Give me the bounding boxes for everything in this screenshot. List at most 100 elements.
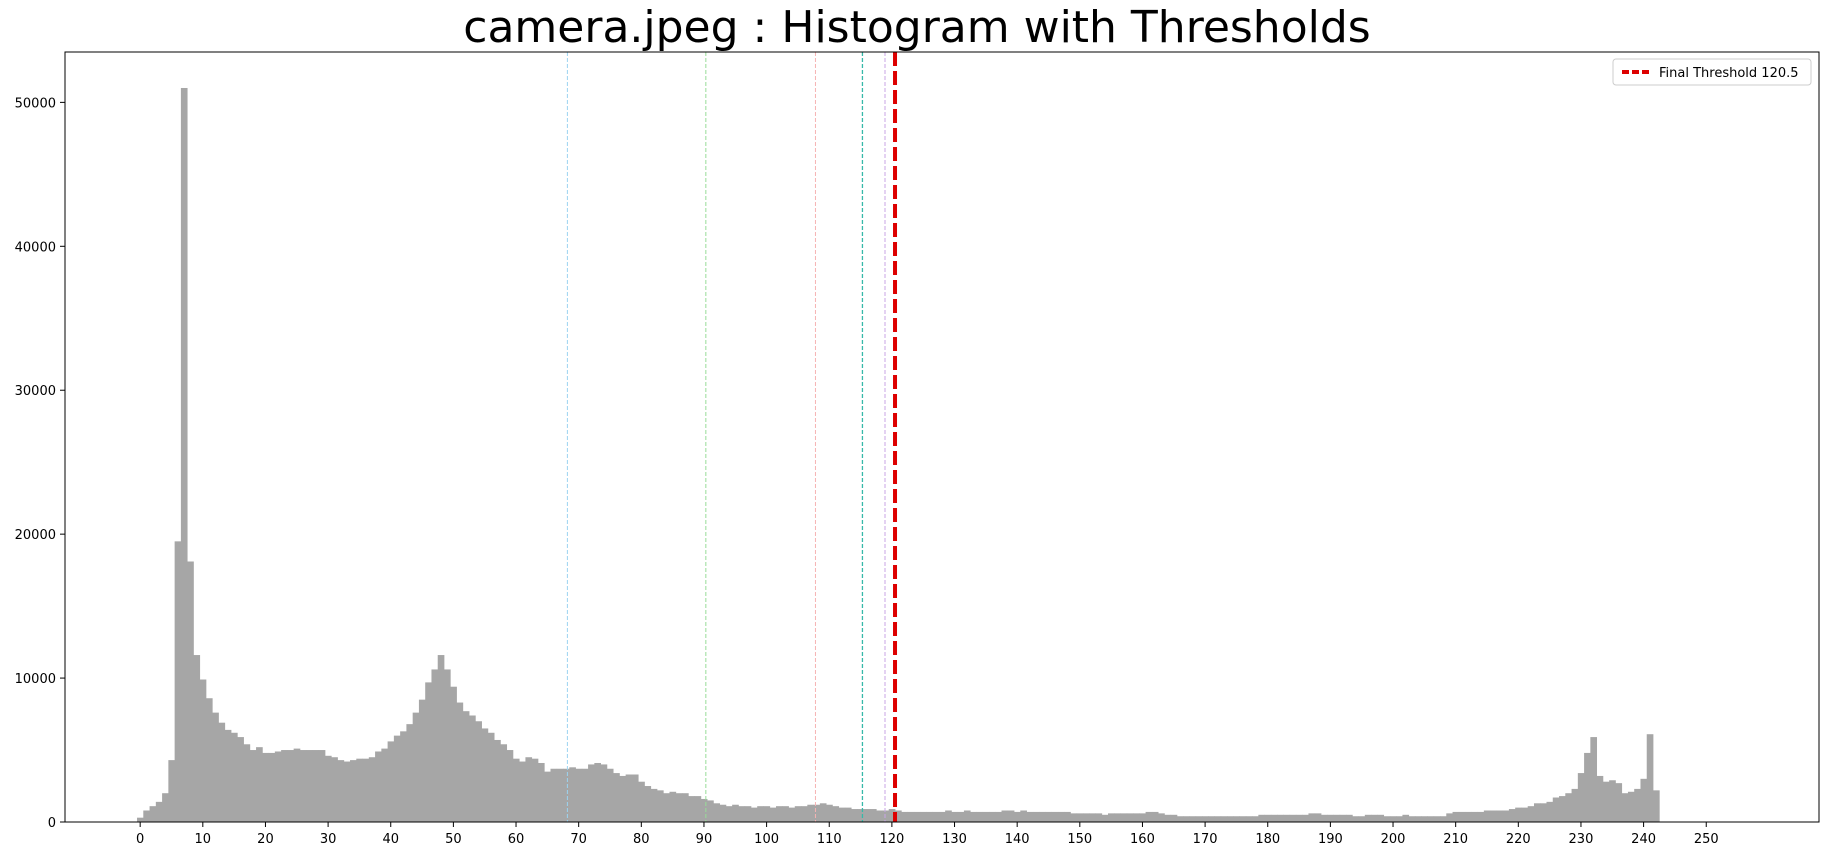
- histogram-bar: [1270, 814, 1278, 822]
- histogram-bar: [1546, 801, 1554, 822]
- histogram-bar: [1114, 813, 1121, 822]
- histogram-bar: [1126, 813, 1134, 822]
- histogram-bar: [281, 750, 288, 822]
- histogram-bar: [1559, 796, 1566, 822]
- histogram-bar: [1508, 809, 1516, 822]
- histogram-bar: [901, 811, 908, 822]
- histogram-bar: [644, 786, 652, 822]
- histogram-bar: [1402, 814, 1410, 822]
- histogram-bar: [231, 732, 238, 822]
- histogram-bar: [1339, 814, 1347, 822]
- histogram-bar: [1477, 811, 1485, 822]
- histogram-bar: [312, 750, 320, 822]
- histogram-bar: [425, 682, 432, 822]
- histogram-bar: [1653, 790, 1660, 822]
- histogram-bar: [475, 721, 482, 822]
- histogram-bar: [1408, 816, 1416, 822]
- x-tick-label: 150: [1067, 832, 1092, 847]
- histogram-bar: [1089, 813, 1096, 822]
- histogram-bar: [462, 711, 470, 822]
- histogram-bar: [1421, 816, 1428, 822]
- histogram-bar: [1584, 752, 1591, 822]
- histogram-bar: [600, 764, 608, 822]
- histogram-bar: [732, 804, 739, 822]
- histogram-bar: [1064, 811, 1071, 822]
- x-tick-label: 100: [754, 832, 779, 847]
- histogram-bar: [1057, 811, 1065, 822]
- histogram-bar: [581, 768, 589, 822]
- histogram-bars: [137, 87, 1660, 823]
- histogram-bar: [162, 793, 169, 822]
- histogram-bar: [174, 541, 182, 822]
- histogram-bar: [450, 686, 457, 822]
- histogram-bar: [1283, 814, 1291, 822]
- histogram-bar: [1252, 816, 1259, 822]
- histogram-bar: [1145, 811, 1153, 822]
- y-tick-label: 20000: [15, 528, 56, 543]
- histogram-bar: [588, 764, 595, 822]
- histogram-bar: [1195, 816, 1203, 822]
- histogram-bar: [512, 758, 520, 822]
- histogram-bar: [205, 698, 213, 822]
- histogram-bar: [1565, 793, 1572, 822]
- histogram-bar: [443, 669, 451, 822]
- x-tick-label: 40: [382, 832, 399, 847]
- histogram-bar: [826, 804, 833, 822]
- histogram-bar: [1082, 813, 1090, 822]
- histogram-bar: [1515, 807, 1522, 822]
- histogram-bar: [1108, 813, 1115, 822]
- histogram-bar: [957, 811, 965, 822]
- y-axis-ticks: 0 10000 20000 30000 40000 50000: [15, 96, 65, 831]
- histogram-bar: [1540, 803, 1547, 822]
- histogram-bar: [1358, 816, 1366, 822]
- histogram-bar: [1045, 811, 1053, 822]
- histogram-bar: [306, 750, 313, 822]
- histogram-bar: [381, 748, 389, 822]
- histogram-bar: [387, 741, 395, 822]
- histogram-bar: [237, 737, 244, 822]
- histogram-bar: [1483, 810, 1491, 822]
- histogram-bar: [932, 811, 940, 822]
- x-tick-label: 90: [696, 832, 713, 847]
- histogram-bar: [262, 752, 269, 822]
- histogram-bar: [1352, 816, 1359, 822]
- histogram-bar: [506, 750, 514, 822]
- x-tick-label: 190: [1318, 832, 1343, 847]
- x-tick-label: 180: [1255, 832, 1280, 847]
- plot-frame: [64, 51, 1820, 823]
- histogram-bar: [876, 810, 883, 822]
- histogram-bar: [1590, 737, 1598, 822]
- histogram-bar: [863, 809, 871, 822]
- histogram-bar: [418, 699, 426, 822]
- histogram-bar: [1465, 811, 1472, 822]
- histogram-bar: [719, 804, 727, 822]
- histogram-bar: [744, 806, 752, 822]
- histogram-bar: [926, 811, 933, 822]
- y-tick-label: 0: [48, 816, 56, 831]
- histogram-bar: [1170, 814, 1178, 822]
- histogram-bar: [487, 732, 495, 822]
- histogram-bar: [350, 760, 357, 822]
- histogram-bar: [757, 806, 764, 822]
- histogram-bar: [1220, 816, 1228, 822]
- histogram-bar: [1502, 810, 1510, 822]
- histogram-bar: [1239, 816, 1247, 822]
- x-tick-label: 80: [633, 832, 650, 847]
- histogram-bar: [1527, 806, 1535, 822]
- histogram-bar: [137, 817, 144, 822]
- histogram-bar: [406, 724, 414, 822]
- x-tick-label: 250: [1694, 832, 1719, 847]
- histogram-bar: [469, 715, 476, 822]
- histogram-bar: [569, 767, 576, 822]
- histogram-bar: [1158, 813, 1165, 822]
- histogram-bar: [963, 810, 971, 822]
- histogram-bar: [1183, 816, 1190, 822]
- histogram-bar: [1433, 816, 1441, 822]
- x-tick-label: 120: [879, 832, 904, 847]
- histogram-bar: [1245, 816, 1253, 822]
- histogram-bar: [519, 761, 526, 822]
- histogram-bar: [907, 811, 915, 822]
- histogram-bar: [669, 791, 677, 822]
- histogram-bar: [920, 811, 927, 822]
- histogram-bar: [1346, 814, 1353, 822]
